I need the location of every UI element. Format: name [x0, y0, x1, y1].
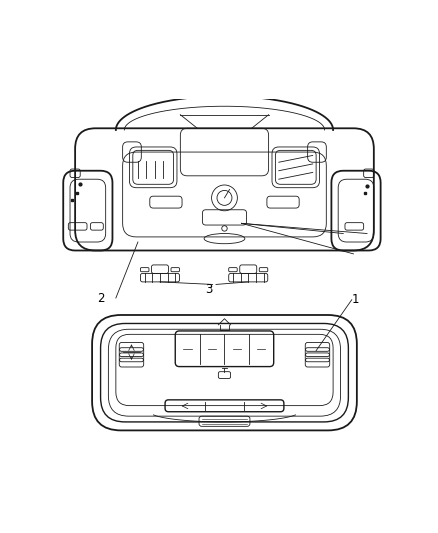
Text: 3: 3 [205, 283, 213, 296]
Text: 1: 1 [351, 293, 359, 306]
Text: 2: 2 [97, 292, 104, 304]
